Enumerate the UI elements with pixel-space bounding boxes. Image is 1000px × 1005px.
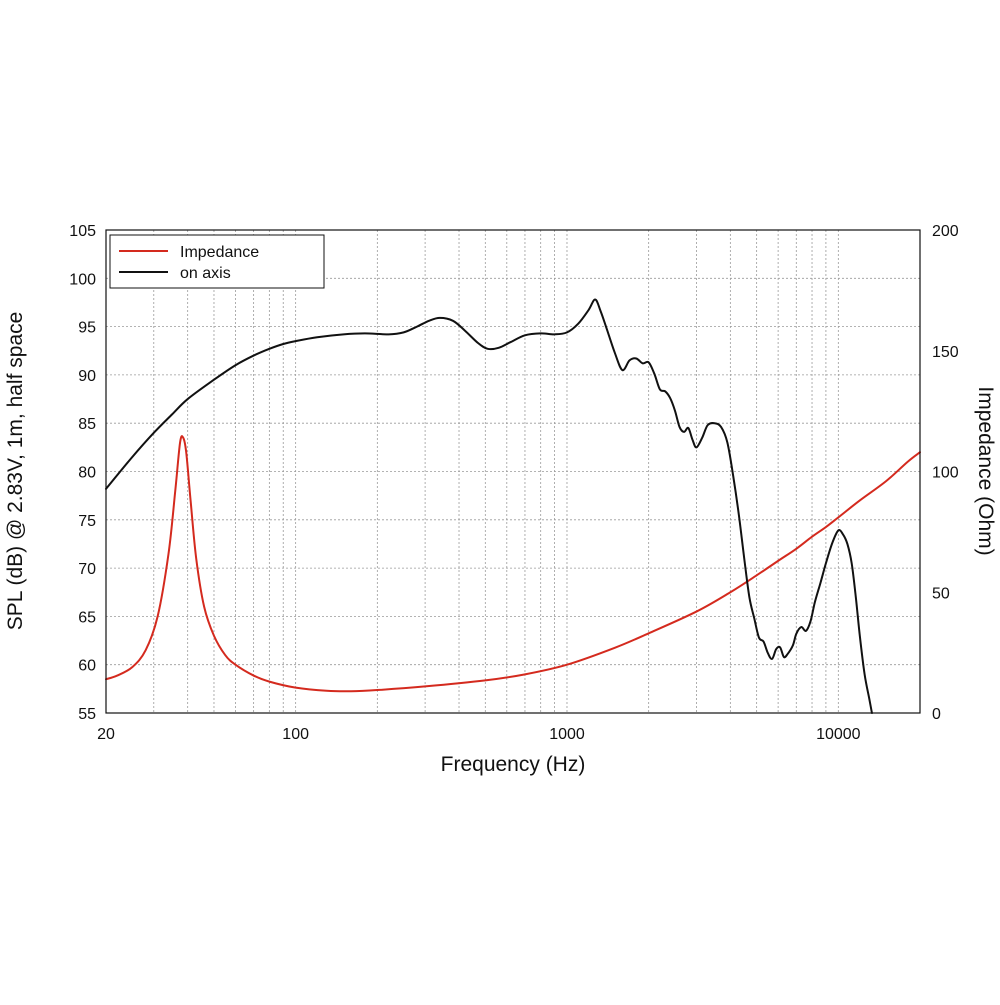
legend: Impedance on axis	[109, 234, 325, 289]
x-tick-label: 10000	[816, 726, 861, 743]
series-line-on-axis	[105, 298, 873, 714]
x-tick-label: 1000	[549, 726, 585, 743]
y-tick-label: 95	[78, 320, 96, 337]
y-tick-label: 105	[69, 223, 96, 240]
x-axis-title: Frequency (Hz)	[441, 753, 586, 776]
y-tick-label: 65	[78, 609, 96, 626]
y-tick-label: 75	[78, 513, 96, 530]
y-tick-label: 80	[78, 465, 96, 482]
plot-frame	[105, 229, 921, 714]
y-axis-title: SPL (dB) @ 2.83V, 1m, half space	[4, 312, 27, 631]
y-tick-label: 85	[78, 416, 96, 433]
y2-tick-label: 100	[932, 465, 959, 482]
x-tick-label: 20	[97, 726, 115, 743]
y-tick-label: 70	[78, 561, 96, 578]
legend-label-impedance: Impedance	[180, 244, 259, 261]
series-line-impedance	[105, 435, 921, 693]
y2-tick-label: 0	[932, 706, 941, 723]
legend-label-on-axis: on axis	[180, 265, 231, 282]
y2-tick-label: 150	[932, 344, 959, 361]
series-layer	[105, 298, 921, 714]
y-tick-label: 55	[78, 706, 96, 723]
y2-axis-title: Impedance (Ohm)	[974, 386, 997, 555]
grid-layer	[106, 230, 920, 713]
y2-tick-label: 50	[932, 585, 950, 602]
y-tick-label: 100	[69, 271, 96, 288]
tick-layer: 20 100 1000 10000 55 60 65 70 75 80 85 90 95 100 105 0 5…	[69, 223, 959, 743]
legend-box	[109, 234, 325, 289]
x-tick-label: 100	[282, 726, 309, 743]
y-tick-label: 90	[78, 368, 96, 385]
y2-tick-label: 200	[932, 223, 959, 240]
y-tick-label: 60	[78, 658, 96, 675]
